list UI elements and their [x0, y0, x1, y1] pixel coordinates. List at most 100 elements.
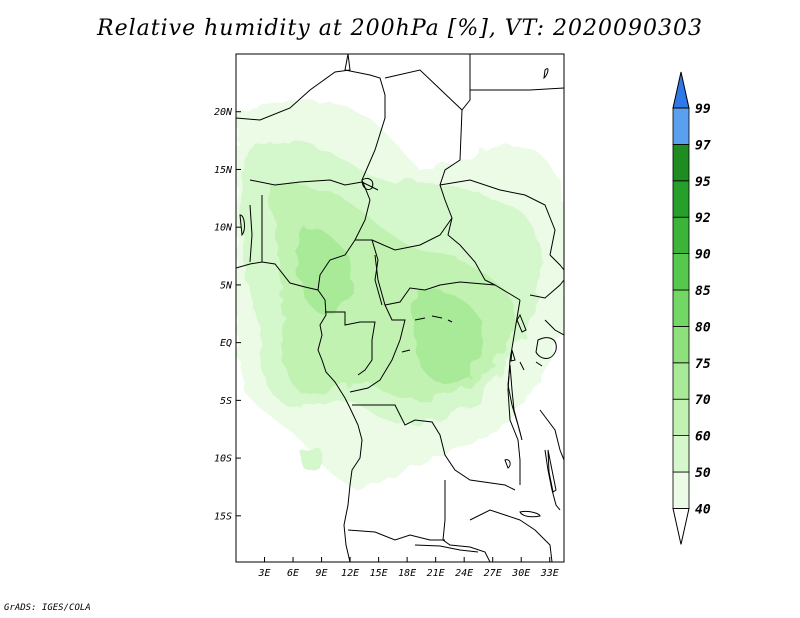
border-malawi: [544, 449, 561, 511]
lake-mweru: [504, 459, 511, 469]
lake-malawi: [547, 449, 557, 493]
lon-tick-label: 9E: [316, 568, 328, 579]
colorbar-label: 85: [695, 284, 711, 299]
border-uganda-kenya: [544, 319, 564, 336]
border-zimbabwe: [469, 509, 521, 521]
humidity-shading: [236, 101, 564, 491]
border-nigeria-cameroon: [317, 199, 371, 291]
colorbar-label: 99: [695, 102, 711, 117]
lat-tick-label: 5S: [220, 396, 232, 407]
colorbar-segment: [672, 398, 690, 437]
colorbar-label: 95: [695, 175, 711, 190]
chart-title: Relative humidity at 200hPa [%], VT: 202…: [97, 16, 703, 41]
colorbar-lower-arrow: [672, 507, 690, 545]
longitude-axis: 3E 6E 9E 12E 15E 18E 21E 24E 27E 30E 33E: [257, 557, 559, 579]
lon-tick-label: 33E: [540, 568, 559, 579]
colorbar-segment: [672, 362, 690, 400]
border-chad-libya-east: [384, 54, 471, 111]
border-drc-angola: [352, 404, 516, 491]
colorbar-label: 97: [695, 138, 711, 153]
colorbar-label: 40: [695, 502, 711, 517]
colorbar-label: 75: [695, 357, 711, 372]
lakes: [239, 68, 557, 518]
atlantic-coastline: [236, 261, 363, 562]
lake-kivu: [510, 349, 516, 362]
colorbar-segment: [672, 143, 690, 182]
colorbar-segment: [672, 253, 690, 291]
river-segment: [401, 349, 411, 353]
border-tz-south: [539, 409, 564, 461]
border-chad-car: [371, 217, 453, 251]
colorbar-label: 92: [695, 211, 711, 226]
border-gabon: [325, 311, 376, 376]
lon-tick-label: 27E: [484, 568, 502, 579]
rh-70-area-east: [413, 289, 482, 384]
colorbar-segment: [672, 435, 690, 473]
colorbar-label: 90: [695, 248, 711, 263]
lon-tick-label: 21E: [427, 568, 445, 579]
colorbar-label: 70: [695, 393, 711, 408]
lat-tick-label: 10N: [214, 223, 233, 234]
lake-tana: [543, 68, 549, 80]
border-sudan-ss: [439, 179, 556, 256]
colorbar-segment: [672, 471, 690, 509]
river-segment: [414, 317, 426, 321]
colorbar-label: 50: [695, 466, 711, 481]
border-angola-zambia: [442, 480, 491, 562]
border-congo-drc: [349, 304, 406, 393]
colorbar-label: 80: [695, 320, 711, 335]
lake-tanganyika: [507, 364, 523, 441]
river-segment: [431, 315, 443, 319]
lat-tick-label: 10S: [214, 454, 232, 465]
river-segment: [519, 361, 525, 371]
lon-tick-label: 12E: [341, 568, 359, 579]
lat-tick-label: 15S: [214, 511, 232, 522]
lat-tick-label: 5N: [220, 280, 233, 291]
map-frame: [235, 53, 565, 563]
lake-volta: [239, 214, 245, 237]
border-niger-north: [236, 54, 351, 121]
border-caprivi: [414, 544, 479, 553]
colorbar-segment: [672, 216, 690, 254]
colorbar: 40 50 60 70 75 80 85 90 92 95 97 99: [672, 71, 711, 545]
border-libya-chad: [344, 54, 386, 201]
rh-40-area-ne: [479, 144, 531, 178]
border-cameroon-east: [355, 239, 383, 306]
colorbar-segment: [672, 180, 690, 218]
colorbar-upper-arrow: [672, 71, 690, 109]
border-benin-togo: [249, 204, 253, 263]
river-segment: [535, 361, 543, 367]
lat-tick-label: 20N: [214, 107, 233, 118]
border-mozambique: [519, 519, 553, 562]
lon-tick-label: 3E: [257, 568, 270, 579]
colorbar-segment: [672, 325, 690, 364]
lake-albert: [516, 313, 527, 333]
country-borders: [236, 54, 564, 562]
map-area: [236, 54, 564, 562]
grads-credit: GrADS: IGES/COLA: [4, 603, 91, 613]
border-car-south: [374, 254, 521, 306]
lon-tick-label: 24E: [455, 568, 473, 579]
lon-tick-label: 18E: [398, 568, 416, 579]
latitude-axis: 20N 15N 10N 5N EQ 5S 10S 15S: [214, 107, 241, 522]
colorbar-segment: [672, 289, 690, 327]
lat-tick-label: 15N: [214, 165, 233, 176]
lake-kariba: [519, 511, 541, 518]
river-segment: [447, 319, 453, 323]
lake-chad: [361, 177, 374, 191]
colorbar-label: 60: [695, 430, 711, 445]
rh-50-area-south: [299, 446, 325, 473]
lon-tick-label: 15E: [370, 568, 388, 579]
border-egypt-sudan: [470, 87, 564, 91]
colorbar-segment: [672, 107, 690, 145]
border-somalia: [549, 254, 564, 271]
lake-victoria: [535, 337, 557, 359]
lon-tick-label: 6E: [287, 568, 299, 579]
border-ss-uganda: [529, 279, 564, 299]
border-drc-east: [507, 299, 521, 485]
border-sw-namibia: [347, 529, 445, 541]
lon-tick-label: 30E: [511, 568, 530, 579]
rh-70-area: [297, 229, 353, 314]
lat-tick-label: EQ: [220, 338, 232, 349]
